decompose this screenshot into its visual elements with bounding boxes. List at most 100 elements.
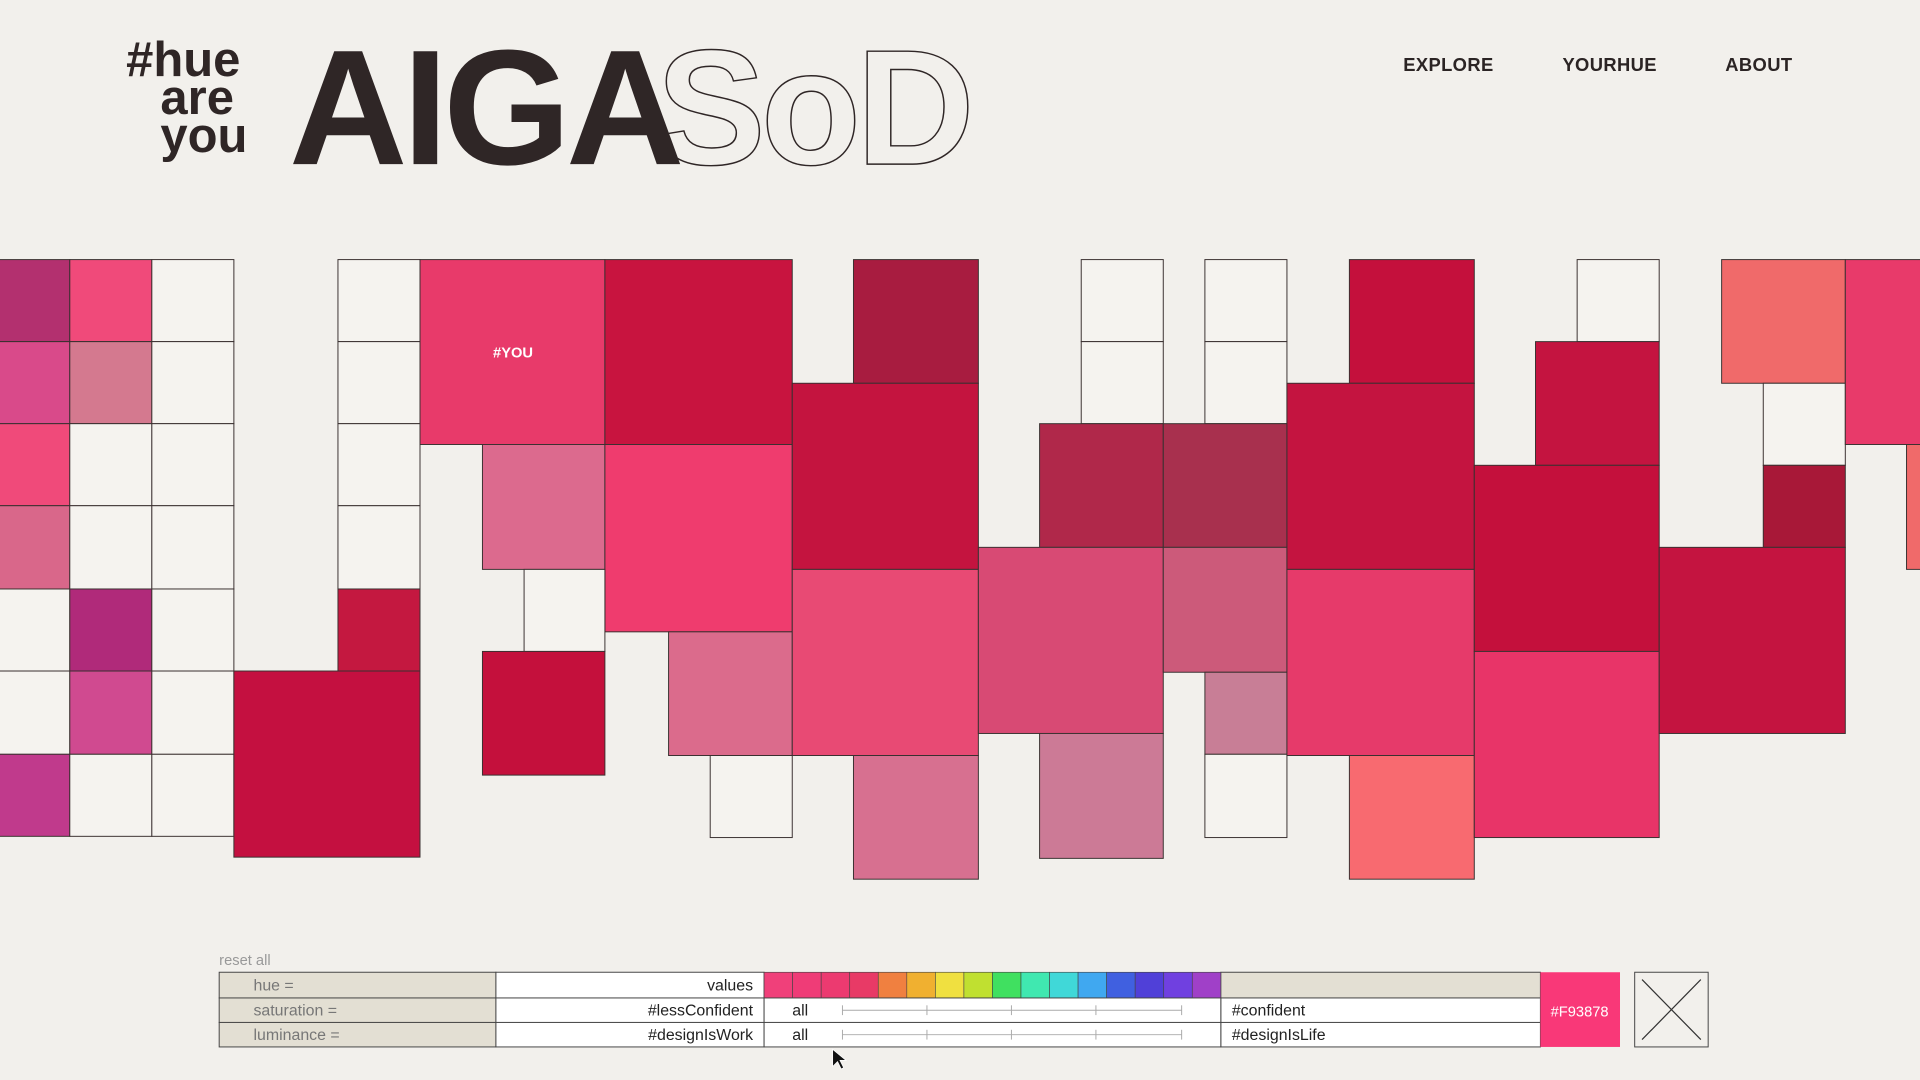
color-tile[interactable] [69, 423, 153, 507]
color-tile[interactable] [709, 755, 793, 839]
hue-swatch[interactable] [877, 971, 908, 999]
color-tile[interactable] [233, 670, 421, 858]
color-tile[interactable] [0, 341, 71, 425]
color-tile[interactable] [0, 505, 71, 590]
hue-swatch[interactable] [763, 971, 793, 999]
reset-button[interactable]: reset all [219, 953, 270, 969]
color-tile[interactable] [523, 568, 606, 652]
color-tile[interactable] [1762, 382, 1846, 466]
color-tile[interactable] [1162, 546, 1288, 673]
color-tile[interactable] [1162, 423, 1288, 548]
color-tile[interactable] [791, 568, 979, 756]
color-tile[interactable] [337, 259, 421, 343]
color-tile[interactable] [852, 259, 979, 384]
color-tile[interactable] [151, 423, 235, 507]
color-tile[interactable] [1080, 341, 1164, 425]
row-right-cell [1220, 1021, 1541, 1048]
color-tile[interactable] [0, 423, 71, 507]
color-tile[interactable] [1204, 259, 1288, 343]
color-tile[interactable] [481, 650, 606, 776]
color-tile[interactable] [1906, 444, 1920, 570]
hue-swatch[interactable] [1134, 971, 1165, 999]
nav-link[interactable]: EXPLORE [1403, 54, 1493, 75]
hue-swatch[interactable] [1077, 971, 1107, 999]
color-tile[interactable] [69, 753, 153, 837]
hue-swatch[interactable] [906, 971, 936, 999]
color-tile[interactable] [1658, 546, 1846, 734]
color-tile[interactable] [0, 588, 71, 672]
hue-swatch[interactable] [849, 971, 879, 999]
color-tile[interactable] [1204, 341, 1288, 425]
color-tile[interactable] [1039, 423, 1164, 548]
slider-scope[interactable]: all [792, 1003, 808, 1020]
color-tile[interactable] [1721, 259, 1846, 384]
color-tile[interactable] [151, 588, 235, 672]
color-tile[interactable] [337, 505, 421, 590]
color-tile[interactable] [481, 444, 606, 570]
color-tile[interactable] [604, 259, 793, 445]
color-tile[interactable] [0, 753, 71, 837]
color-tile[interactable] [1535, 341, 1660, 466]
color-tile[interactable] [337, 423, 421, 507]
color-tile[interactable] [1286, 382, 1475, 570]
logo[interactable]: #hue are you AIGA SoD [126, 14, 975, 199]
color-tile[interactable] [1286, 568, 1475, 756]
row-right-cell [1220, 971, 1541, 999]
color-tile[interactable] [1039, 732, 1164, 859]
color-tile[interactable] [1204, 671, 1288, 755]
color-tile[interactable] [151, 753, 235, 837]
color-tile[interactable] [1348, 755, 1475, 880]
color-tile[interactable] [69, 670, 153, 755]
color-tile[interactable] [852, 755, 979, 880]
color-tile[interactable] [1576, 259, 1660, 343]
row-label: saturation = [253, 1003, 337, 1020]
color-tile[interactable] [151, 341, 235, 425]
color-tile[interactable] [0, 670, 71, 755]
color-tile[interactable] [1473, 464, 1660, 652]
logo-wordmark: AIGA [289, 15, 681, 199]
hue-swatch[interactable] [1020, 971, 1050, 999]
color-tile[interactable] [791, 382, 979, 570]
color-tile[interactable] [69, 259, 153, 343]
color-tile[interactable] [69, 588, 153, 672]
hue-swatch[interactable] [792, 971, 822, 999]
selected-color: #F93878 [1551, 1004, 1609, 1020]
hue-swatch[interactable] [820, 971, 851, 999]
row-right: #confident [1232, 1003, 1306, 1020]
color-tile[interactable] [69, 505, 153, 590]
hue-swatch[interactable] [1191, 971, 1222, 999]
color-tile[interactable] [151, 505, 235, 590]
nav-link[interactable]: YOURHUE [1562, 54, 1656, 75]
color-tile[interactable] [151, 670, 235, 755]
color-tile[interactable] [668, 631, 793, 756]
nav-link[interactable]: ABOUT [1725, 54, 1793, 75]
color-tile[interactable] [337, 588, 421, 672]
hue-swatch[interactable] [1049, 971, 1079, 999]
color-tile[interactable] [0, 259, 71, 343]
cursor [832, 1048, 848, 1070]
color-tile[interactable] [69, 341, 153, 425]
hue-swatch[interactable] [1163, 971, 1193, 999]
close-icon [1641, 979, 1702, 1041]
hue-swatch[interactable] [992, 971, 1022, 999]
tile-grid [0, 259, 1920, 880]
color-tile[interactable] [604, 443, 793, 633]
hue-swatch[interactable] [963, 971, 993, 999]
row-right: #designIsLife [1232, 1027, 1326, 1044]
color-tile[interactable] [1473, 650, 1660, 839]
slider-scope[interactable]: all [792, 1027, 808, 1044]
hue-swatch[interactable] [1106, 971, 1136, 999]
color-tile[interactable] [151, 259, 235, 343]
logo-line: you [160, 109, 247, 163]
color-tile[interactable] [1204, 753, 1288, 839]
color-tile[interactable] [1348, 259, 1475, 384]
color-tile[interactable] [419, 259, 606, 445]
color-tile[interactable] [1844, 259, 1920, 445]
color-tile[interactable] [977, 546, 1164, 734]
logo-line: #hue [126, 33, 240, 87]
color-tile[interactable] [1080, 259, 1164, 343]
color-tile[interactable] [1762, 464, 1846, 548]
hue-swatch[interactable] [935, 971, 965, 999]
color-tile[interactable] [337, 341, 421, 425]
